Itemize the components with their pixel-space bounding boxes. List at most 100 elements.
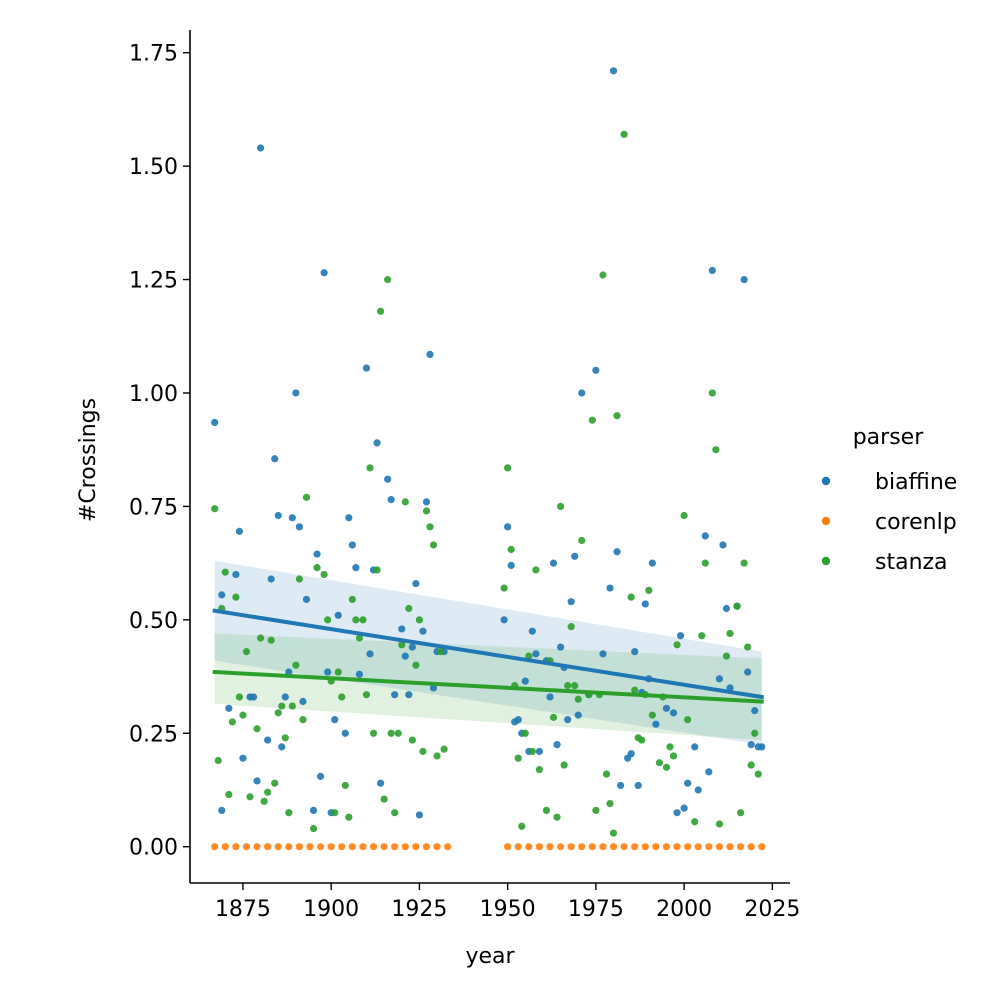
data-point-biaffine	[235, 527, 244, 535]
legend-marker-corenlp	[821, 516, 831, 526]
data-point-stanza	[267, 636, 275, 644]
data-point-biaffine	[613, 548, 621, 556]
data-point-biaffine	[384, 475, 392, 483]
data-point-stanza	[620, 130, 628, 138]
data-point-stanza	[242, 648, 251, 656]
data-point-biaffine	[691, 743, 699, 751]
data-point-stanza	[542, 806, 551, 815]
data-point-biaffine	[631, 648, 639, 656]
data-point-stanza	[574, 695, 582, 703]
data-point-stanza	[225, 790, 233, 799]
data-point-stanza	[521, 729, 529, 737]
data-point-stanza	[359, 616, 367, 624]
data-point-stanza	[288, 702, 296, 710]
data-point-stanza	[525, 652, 533, 660]
data-point-biaffine	[676, 632, 685, 640]
regression-line-biaffine	[212, 608, 765, 700]
data-point-stanza	[232, 593, 240, 601]
data-point-biaffine	[281, 693, 289, 701]
data-point-biaffine	[751, 706, 759, 715]
data-point-biaffine	[264, 736, 272, 744]
data-point-biaffine	[567, 598, 575, 606]
data-point-biaffine	[352, 564, 360, 572]
data-point-stanza	[271, 779, 279, 787]
data-point-biaffine	[239, 754, 247, 762]
data-point-stanza	[429, 541, 438, 549]
data-point-stanza	[387, 729, 395, 737]
data-point-biaffine	[366, 650, 374, 658]
data-point-biaffine	[391, 691, 399, 699]
data-point-corenlp	[504, 843, 512, 851]
data-point-corenlp	[412, 843, 420, 851]
regression-lines	[212, 608, 765, 704]
legend-label-biaffine: biaffine	[875, 470, 957, 495]
data-point-biaffine	[292, 389, 300, 397]
data-point-biaffine	[426, 350, 434, 359]
data-point-biaffine	[274, 511, 282, 520]
data-point-corenlp	[338, 843, 346, 851]
x-tick-label: 2000	[656, 897, 712, 922]
data-point-stanza	[373, 566, 381, 574]
legend-label-corenlp: corenlp	[875, 510, 957, 535]
data-point-stanza	[412, 661, 420, 669]
data-point-corenlp	[620, 843, 628, 851]
data-point-biaffine	[609, 67, 618, 75]
data-point-biaffine	[680, 804, 688, 812]
data-point-stanza	[744, 643, 752, 651]
data-point-stanza	[535, 765, 544, 774]
data-point-stanza	[680, 511, 688, 520]
data-point-stanza	[638, 736, 646, 744]
data-point-corenlp	[525, 843, 533, 851]
data-point-stanza	[500, 584, 508, 592]
data-point-corenlp	[306, 843, 314, 851]
data-point-corenlp	[316, 843, 325, 851]
data-point-stanza	[606, 799, 614, 808]
legend-marker-biaffine	[821, 476, 831, 486]
data-point-stanza	[609, 829, 618, 837]
data-point-stanza	[366, 464, 374, 472]
data-point-stanza	[440, 745, 448, 753]
data-point-biaffine	[408, 643, 416, 651]
data-point-biaffine	[218, 806, 226, 815]
data-point-biaffine	[673, 809, 681, 817]
data-point-biaffine	[514, 716, 522, 724]
data-point-stanza	[313, 564, 321, 572]
data-point-stanza	[747, 761, 755, 769]
data-point-corenlp	[433, 843, 441, 851]
data-point-stanza	[433, 752, 441, 760]
data-point-biaffine	[249, 693, 258, 701]
data-point-biaffine	[606, 584, 614, 592]
data-point-biaffine	[549, 559, 558, 567]
data-point-stanza	[239, 711, 247, 719]
data-point-stanza	[673, 641, 681, 649]
data-point-corenlp	[221, 843, 229, 851]
y-tick-label: 1.75	[129, 42, 178, 67]
data-point-biaffine	[313, 550, 321, 558]
data-point-corenlp	[295, 843, 304, 851]
data-point-biaffine	[256, 144, 265, 152]
data-point-biaffine	[719, 541, 727, 549]
data-point-stanza	[740, 559, 748, 567]
data-point-stanza	[302, 493, 311, 501]
data-point-stanza	[698, 632, 706, 640]
data-point-stanza	[408, 736, 416, 744]
data-point-stanza	[281, 734, 289, 742]
data-point-corenlp	[285, 843, 293, 851]
y-tick-label: 1.50	[129, 155, 178, 180]
data-point-corenlp	[684, 843, 692, 851]
data-point-corenlp	[609, 843, 618, 851]
data-point-stanza	[278, 702, 286, 710]
data-point-biaffine	[546, 693, 554, 701]
data-point-biaffine	[345, 514, 353, 522]
series-corenlp	[211, 843, 766, 851]
data-point-stanza	[708, 389, 716, 397]
data-point-biaffine	[634, 781, 642, 790]
data-point-biaffine	[316, 772, 325, 780]
x-tick-label: 1950	[480, 897, 536, 922]
data-point-biaffine	[535, 747, 544, 756]
y-axis-ticks: 0.00 0.25 0.50 0.75 1.00 1.25 1.50 1.75	[129, 42, 190, 861]
data-point-biaffine	[355, 670, 364, 678]
data-point-stanza	[518, 822, 526, 830]
data-point-stanza	[299, 716, 307, 724]
data-point-biaffine	[288, 514, 296, 522]
